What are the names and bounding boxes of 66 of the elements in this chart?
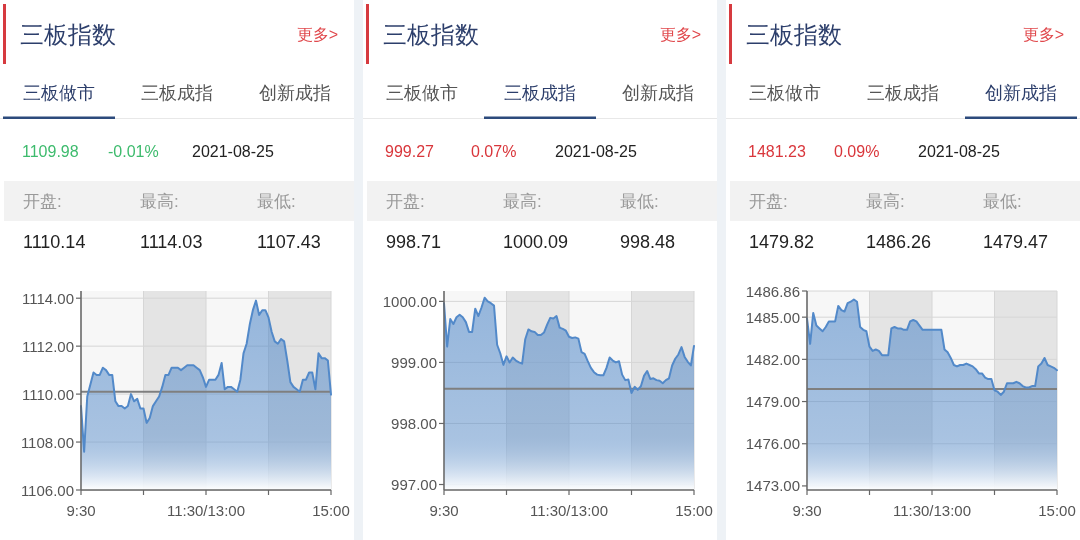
y-tick-label: 1110.00 — [22, 385, 74, 403]
annotation: 998.71 — [386, 233, 442, 251]
y-tick-label: 999.00 — [391, 353, 437, 371]
annotation: 999.27 — [385, 144, 434, 160]
title: 三板指数 — [383, 23, 479, 47]
annotation: 1114.03 — [140, 233, 203, 251]
annotation: 1000.09 — [503, 233, 569, 251]
annotation: 最高: — [866, 192, 905, 210]
annotation: 三板做市 — [386, 84, 458, 102]
annotation: 更多> — [296, 27, 338, 43]
x-tick-label: 11:30/13:00 — [166, 501, 246, 519]
y-tick-label: 1000.00 — [382, 292, 437, 310]
x-tick-label: 9:30 — [66, 501, 96, 519]
y-tick-label: 1108.00 — [20, 433, 74, 451]
annotation: -0.01% — [108, 144, 159, 160]
annotation: 三板做市 — [23, 84, 95, 102]
annotation: 最高: — [140, 192, 179, 210]
y-tick-label: 1112.00 — [22, 337, 74, 355]
annotation: 1107.43 — [257, 233, 321, 251]
annotation: 1486.26 — [866, 233, 932, 251]
annotation: 更多> — [1022, 27, 1064, 43]
annotation: 2021-08-25 — [918, 144, 1000, 160]
annotation: 开盘: — [23, 192, 62, 210]
y-tick-label: 1486.86 — [745, 282, 800, 300]
annotation: 1109.98 — [22, 144, 79, 160]
annotation: 1481.23 — [748, 144, 806, 160]
annotation: 三板成指 — [141, 84, 213, 102]
annotation: 2021-08-25 — [555, 144, 637, 160]
annotation: 创新成指 — [622, 84, 694, 102]
x-tick-label: 9:30 — [792, 501, 822, 519]
annotation: 1110.14 — [23, 233, 86, 251]
annotation: 最低: — [257, 192, 296, 210]
y-tick-label: 1482.00 — [745, 350, 800, 368]
annotation: 998.48 — [620, 233, 676, 251]
annotation: 2021-08-25 — [192, 144, 274, 160]
x-tick-label: 15:00 — [1038, 501, 1076, 519]
y-tick-label: 1114.00 — [22, 289, 74, 307]
annotation: 更多> — [659, 27, 701, 43]
y-tick-label: 1106.00 — [20, 481, 74, 499]
y-tick-label: 1479.00 — [745, 393, 800, 411]
annotation: 最高: — [503, 192, 542, 210]
x-tick-label: 11:30/13:00 — [529, 501, 609, 519]
x-tick-label: 11:30/13:00 — [892, 501, 972, 519]
y-tick-label: 998.00 — [391, 414, 437, 432]
annotation: 最低: — [983, 192, 1022, 210]
annotation: 三板做市 — [749, 84, 821, 102]
y-tick-label: 1473.00 — [745, 477, 800, 495]
annotation: 开盘: — [386, 192, 425, 210]
x-tick-label: 9:30 — [429, 501, 459, 519]
annotation: 三板成指 — [504, 84, 576, 102]
annotation: 三板成指 — [867, 84, 939, 102]
y-tick-label: 1485.00 — [745, 308, 800, 326]
x-tick-label: 15:00 — [675, 501, 713, 519]
annotation: 1479.82 — [749, 233, 815, 251]
annotation: 创新成指 — [259, 84, 331, 102]
annotation: 开盘: — [749, 192, 788, 210]
annotation: 0.09% — [834, 144, 880, 160]
annotation: 1479.47 — [983, 233, 1049, 251]
title: 三板指数 — [746, 23, 842, 47]
annotation: 0.07% — [471, 144, 517, 160]
annotation: 创新成指 — [985, 84, 1057, 102]
x-tick-label: 15:00 — [312, 501, 350, 519]
title: 三板指数 — [20, 23, 116, 47]
y-tick-label: 997.00 — [391, 476, 437, 494]
y-tick-label: 1476.00 — [745, 435, 800, 453]
annotation: 最低: — [620, 192, 659, 210]
